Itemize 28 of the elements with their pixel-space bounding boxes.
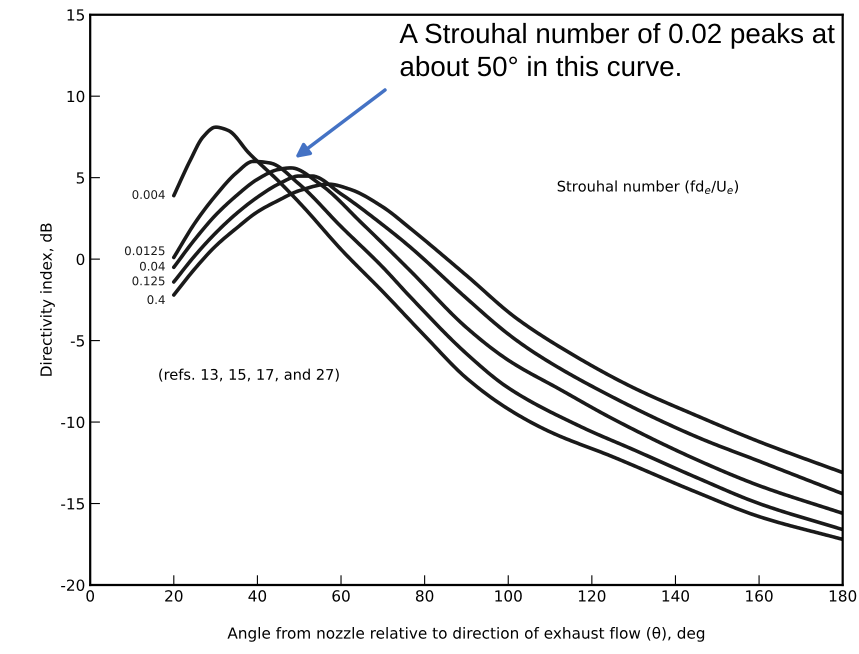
x-tick-label: 140 [662, 590, 690, 602]
annotation: A Strouhal number of 0.02 peaks at about 50° in this curve. [399, 22, 835, 76]
legend-title: Strouhal number (fd$_{e}$/U$_{e}$) [558, 180, 738, 194]
x-tick-label: 100 [495, 590, 522, 602]
series-label: 0.004 [132, 190, 165, 200]
y-tick-label: -20 [61, 579, 84, 592]
x-tick-label: 180 [830, 590, 856, 602]
y-tick-label: -15 [61, 498, 84, 510]
y-tick-label: 0 [76, 254, 84, 266]
y-tick-label: -10 [61, 416, 84, 428]
x-axis-title: Angle from nozzle relative to direction of exhaust flow (θ), deg [227, 626, 704, 642]
y-tick-label: -5 [70, 335, 84, 347]
y-tick-label: 15 [68, 9, 84, 21]
series-label: 0.4 [147, 295, 165, 304]
x-tick-label: 120 [578, 590, 606, 602]
annotation: (refs. 13, 15, 17, and 27) [159, 368, 339, 382]
y-axis-title: Directivity index, dB [40, 224, 55, 376]
series-label: 0.0125 [124, 246, 164, 256]
series-label: 0.125 [132, 276, 164, 286]
y-tick-label: 10 [68, 90, 84, 102]
x-tick-label: 0 [86, 590, 94, 602]
x-tick-label: 80 [416, 590, 434, 602]
y-tick-label: 5 [76, 172, 84, 184]
x-tick-label: 160 [746, 590, 773, 602]
x-tick-label: 60 [332, 590, 350, 602]
x-tick-label: 20 [165, 590, 183, 602]
series-label: 0.04 [140, 262, 165, 271]
x-tick-label: 40 [248, 590, 266, 602]
